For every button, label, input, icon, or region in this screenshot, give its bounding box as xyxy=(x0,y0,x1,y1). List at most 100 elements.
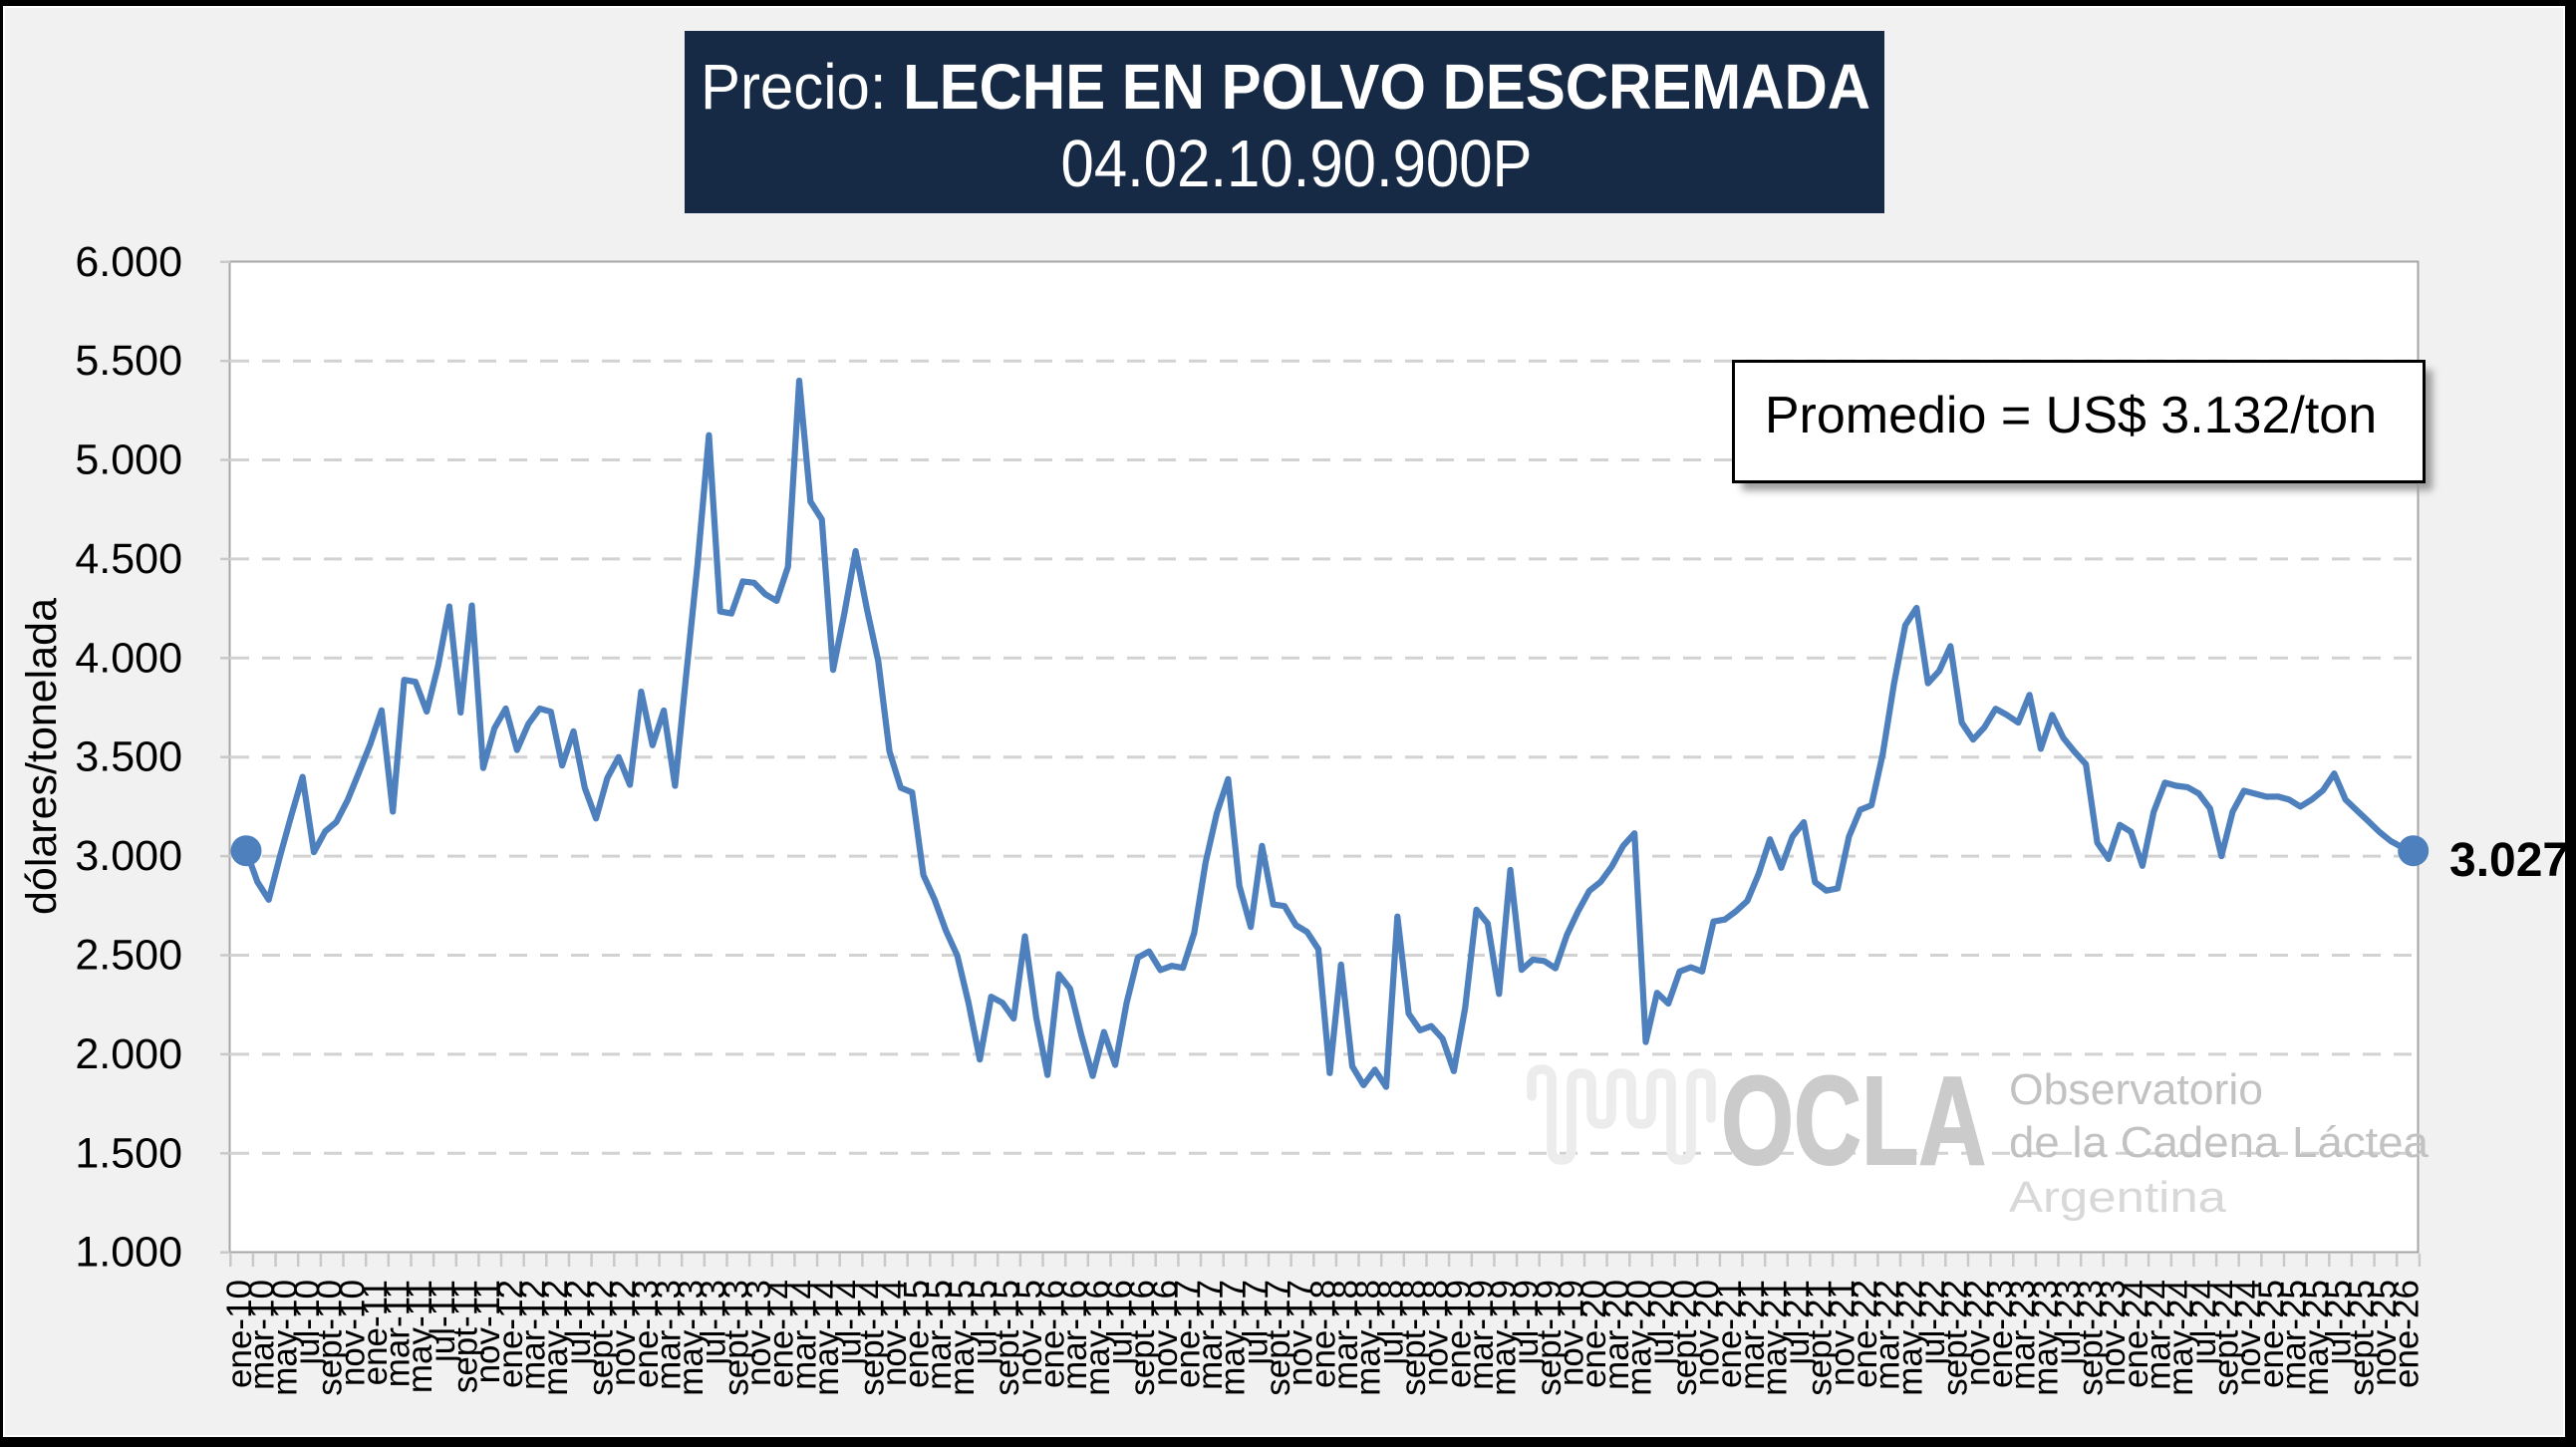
svg-text:4.000: 4.000 xyxy=(75,634,182,682)
svg-text:nov-10: nov-10 xyxy=(333,1280,372,1386)
svg-text:may-10: may-10 xyxy=(265,1280,304,1396)
svg-text:nov-22: nov-22 xyxy=(1958,1280,1997,1386)
svg-text:nov-18: nov-18 xyxy=(1417,1280,1456,1386)
svg-text:04.02.10.90.900P: 04.02.10.90.900P xyxy=(1061,127,1533,201)
svg-text:jul-21: jul-21 xyxy=(1778,1280,1817,1366)
svg-text:ene-16: ene-16 xyxy=(1033,1280,1072,1388)
svg-text:jul-15: jul-15 xyxy=(966,1280,1004,1366)
svg-text:may-22: may-22 xyxy=(1890,1280,1929,1396)
svg-text:jul-20: jul-20 xyxy=(1642,1280,1681,1366)
svg-text:ene-14: ene-14 xyxy=(762,1280,801,1388)
svg-text:3.027: 3.027 xyxy=(2449,834,2569,887)
svg-text:mar-20: mar-20 xyxy=(1597,1280,1636,1390)
svg-text:may-18: may-18 xyxy=(1349,1280,1388,1396)
svg-text:may-14: may-14 xyxy=(807,1280,846,1396)
svg-text:jul-25: jul-25 xyxy=(2320,1280,2359,1366)
svg-text:ene-15: ene-15 xyxy=(898,1280,937,1388)
svg-text:ene-11: ene-11 xyxy=(356,1280,395,1385)
svg-text:mar-21: mar-21 xyxy=(1733,1280,1772,1390)
svg-text:nov-14: nov-14 xyxy=(875,1280,914,1386)
svg-text:may-20: may-20 xyxy=(1620,1280,1659,1396)
svg-text:ene-13: ene-13 xyxy=(627,1280,666,1388)
svg-text:jul-13: jul-13 xyxy=(695,1280,733,1366)
svg-text:sept-24: sept-24 xyxy=(2207,1280,2246,1396)
svg-text:mar-13: mar-13 xyxy=(649,1280,688,1390)
svg-text:sept-17: sept-17 xyxy=(1259,1280,1297,1396)
svg-text:mar-16: mar-16 xyxy=(1055,1280,1094,1390)
svg-text:may-12: may-12 xyxy=(536,1280,575,1396)
svg-text:5.500: 5.500 xyxy=(75,337,182,385)
svg-text:mar-14: mar-14 xyxy=(784,1280,823,1390)
svg-text:sept-11: sept-11 xyxy=(446,1280,485,1393)
svg-text:mar-18: mar-18 xyxy=(1326,1280,1365,1390)
svg-text:mar-19: mar-19 xyxy=(1462,1280,1501,1390)
svg-text:nov-11: nov-11 xyxy=(468,1280,507,1383)
svg-text:may-23: may-23 xyxy=(2026,1280,2065,1396)
svg-text:nov-23: nov-23 xyxy=(2094,1280,2133,1386)
svg-text:jul-22: jul-22 xyxy=(1913,1280,1952,1366)
svg-text:3.500: 3.500 xyxy=(75,733,182,781)
svg-text:sept-22: sept-22 xyxy=(1936,1280,1975,1396)
svg-text:sept-15: sept-15 xyxy=(988,1280,1026,1396)
svg-text:may-17: may-17 xyxy=(1214,1280,1253,1396)
svg-text:may-13: may-13 xyxy=(672,1280,711,1396)
svg-text:sept-16: sept-16 xyxy=(1123,1280,1162,1396)
svg-text:nov-20: nov-20 xyxy=(1688,1280,1727,1386)
svg-text:sept-14: sept-14 xyxy=(852,1280,891,1396)
svg-text:mar-11: mar-11 xyxy=(379,1280,418,1387)
svg-text:sept-10: sept-10 xyxy=(311,1280,350,1396)
svg-text:jul-12: jul-12 xyxy=(559,1280,598,1366)
svg-text:may-11: may-11 xyxy=(401,1280,439,1393)
svg-text:jul-14: jul-14 xyxy=(830,1280,869,1366)
svg-text:jul-17: jul-17 xyxy=(1236,1280,1275,1366)
svg-text:mar-15: mar-15 xyxy=(920,1280,959,1390)
svg-text:sept-25: sept-25 xyxy=(2342,1280,2381,1396)
svg-text:1.500: 1.500 xyxy=(75,1129,182,1177)
svg-text:Precio: LECHE EN POLVO DESCREM: Precio: LECHE EN POLVO DESCREMADA xyxy=(701,51,1870,123)
svg-text:nov-12: nov-12 xyxy=(604,1280,643,1386)
svg-text:may-21: may-21 xyxy=(1755,1280,1794,1396)
svg-text:ene-20: ene-20 xyxy=(1574,1280,1613,1388)
svg-text:sept-23: sept-23 xyxy=(2072,1280,2111,1396)
svg-text:OCLA: OCLA xyxy=(1721,1050,1986,1191)
svg-text:2.500: 2.500 xyxy=(75,932,182,980)
svg-text:de la Cadena Láctea: de la Cadena Láctea xyxy=(2009,1118,2430,1167)
svg-text:jul-19: jul-19 xyxy=(1507,1280,1546,1366)
svg-text:nov-17: nov-17 xyxy=(1282,1280,1320,1386)
svg-text:jul-18: jul-18 xyxy=(1371,1280,1410,1366)
svg-text:ene-24: ene-24 xyxy=(2117,1280,2155,1388)
svg-text:mar-23: mar-23 xyxy=(2004,1280,2043,1390)
svg-text:Promedio = US$ 3.132/ton: Promedio = US$ 3.132/ton xyxy=(1765,387,2377,444)
svg-text:may-16: may-16 xyxy=(1078,1280,1117,1396)
svg-text:mar-25: mar-25 xyxy=(2274,1280,2313,1390)
svg-text:nov-16: nov-16 xyxy=(1146,1280,1185,1386)
svg-text:sept-18: sept-18 xyxy=(1394,1280,1433,1396)
svg-text:jul-16: jul-16 xyxy=(1101,1280,1140,1366)
svg-text:may-19: may-19 xyxy=(1485,1280,1524,1396)
svg-text:5.000: 5.000 xyxy=(75,436,182,484)
svg-text:sept-20: sept-20 xyxy=(1665,1280,1704,1396)
svg-text:jul-24: jul-24 xyxy=(2184,1280,2223,1366)
svg-text:2.000: 2.000 xyxy=(75,1030,182,1078)
svg-text:jul-23: jul-23 xyxy=(2049,1280,2088,1366)
svg-text:ene-12: ene-12 xyxy=(491,1280,530,1388)
svg-text:3.000: 3.000 xyxy=(75,832,182,880)
svg-text:Argentina: Argentina xyxy=(2009,1173,2227,1222)
svg-text:mar-24: mar-24 xyxy=(2140,1280,2178,1390)
svg-text:sept-19: sept-19 xyxy=(1530,1280,1569,1396)
svg-text:ene-19: ene-19 xyxy=(1439,1280,1478,1388)
svg-text:ene-26: ene-26 xyxy=(2388,1280,2427,1388)
svg-text:ene-10: ene-10 xyxy=(220,1280,259,1388)
svg-text:6.000: 6.000 xyxy=(75,238,182,286)
svg-text:nov-19: nov-19 xyxy=(1553,1280,1591,1386)
svg-text:ene-17: ene-17 xyxy=(1168,1280,1207,1388)
svg-text:ene-22: ene-22 xyxy=(1846,1280,1884,1388)
svg-text:may-24: may-24 xyxy=(2161,1280,2200,1396)
svg-text:mar-12: mar-12 xyxy=(514,1280,553,1390)
svg-text:1.000: 1.000 xyxy=(75,1229,182,1277)
svg-text:dólares/tonelada: dólares/tonelada xyxy=(18,598,66,915)
svg-text:jul-10: jul-10 xyxy=(288,1280,327,1366)
svg-text:ene-18: ene-18 xyxy=(1303,1280,1342,1388)
svg-text:sept-12: sept-12 xyxy=(582,1280,621,1396)
svg-text:ene-21: ene-21 xyxy=(1710,1280,1749,1388)
